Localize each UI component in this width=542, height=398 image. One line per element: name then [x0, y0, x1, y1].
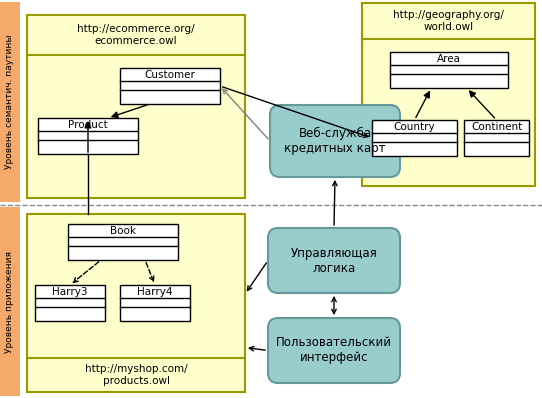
- Bar: [35, 285, 105, 321]
- Text: Уровень семантич. паутины: Уровень семантич. паутины: [5, 35, 15, 169]
- Bar: [120, 68, 220, 104]
- Text: http://myshop.com/
products.owl: http://myshop.com/ products.owl: [85, 364, 188, 386]
- Text: Управляющая
логика: Управляющая логика: [291, 246, 377, 275]
- Text: Harry4: Harry4: [137, 287, 173, 297]
- Bar: [27, 15, 245, 198]
- Text: Веб-служба
кредитных карт: Веб-служба кредитных карт: [284, 127, 386, 155]
- Bar: [464, 120, 529, 156]
- Bar: [120, 285, 190, 321]
- Bar: [38, 118, 138, 154]
- Text: Area: Area: [437, 54, 461, 64]
- Bar: [0, 207, 20, 396]
- Text: Пользовательский
интерфейс: Пользовательский интерфейс: [276, 336, 392, 365]
- Text: Book: Book: [110, 226, 136, 236]
- Text: Product: Product: [68, 120, 108, 130]
- FancyBboxPatch shape: [268, 228, 400, 293]
- Text: Harry3: Harry3: [52, 287, 88, 297]
- FancyBboxPatch shape: [270, 105, 400, 177]
- Text: Уровень приложения: Уровень приложения: [5, 251, 15, 353]
- Text: Customer: Customer: [145, 70, 196, 80]
- Bar: [68, 224, 178, 260]
- Bar: [27, 214, 245, 392]
- Text: http://geography.org/
world.owl: http://geography.org/ world.owl: [393, 10, 504, 32]
- Bar: [362, 3, 535, 186]
- Bar: [390, 52, 508, 88]
- FancyBboxPatch shape: [268, 318, 400, 383]
- Bar: [372, 120, 457, 156]
- Bar: [0, 2, 20, 202]
- Text: Continent: Continent: [471, 122, 522, 132]
- Text: Country: Country: [393, 122, 435, 132]
- Text: http://ecommerce.org/
ecommerce.owl: http://ecommerce.org/ ecommerce.owl: [77, 24, 195, 46]
